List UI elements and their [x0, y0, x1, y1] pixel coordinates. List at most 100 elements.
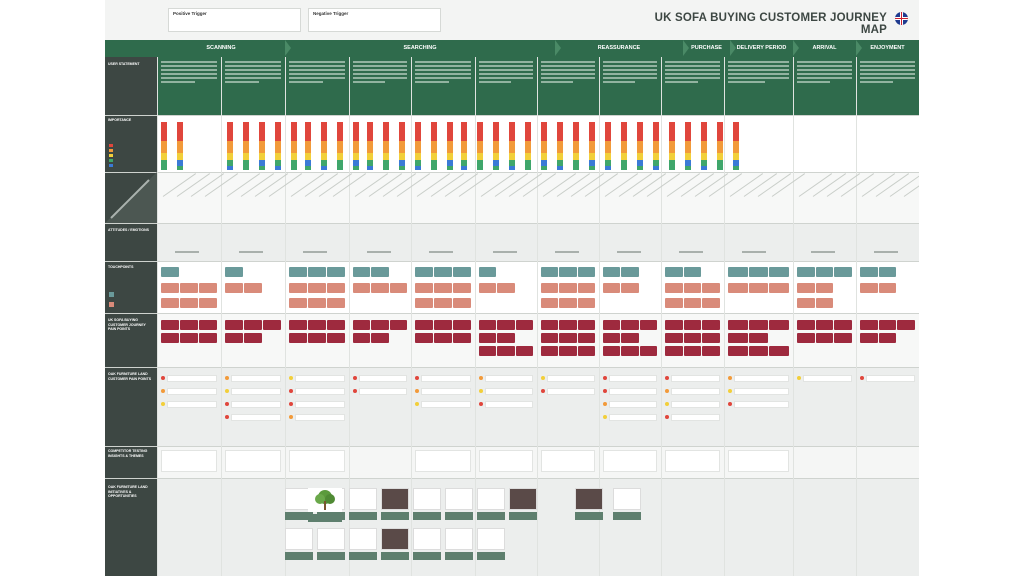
statement-text-line — [415, 69, 471, 71]
pain-point-tag — [263, 320, 281, 330]
importance-segment — [259, 141, 265, 153]
statement-text-line — [797, 81, 830, 83]
importance-segment — [541, 166, 547, 170]
touchpoint-tag — [453, 283, 471, 293]
pain-point-tag — [559, 320, 577, 330]
statement-text-line — [161, 61, 217, 63]
importance-bar — [477, 122, 483, 170]
column-divider — [475, 57, 476, 576]
emotion-label-line — [493, 251, 517, 253]
column-divider — [157, 57, 158, 576]
initiative-caption — [575, 512, 603, 520]
initiative-caption — [445, 512, 473, 520]
importance-bar — [415, 122, 421, 170]
oak-pain-point-note — [167, 388, 217, 395]
oak-pain-point-note — [485, 401, 533, 408]
importance-segment — [621, 166, 627, 170]
severity-dot-icon — [415, 376, 419, 380]
row-divider — [105, 313, 919, 314]
importance-segment — [653, 160, 659, 166]
pain-point-tag — [665, 320, 683, 330]
row-label-pain-points: UK SOFA BUYING CUSTOMER JOURNEY PAIN POI… — [108, 318, 146, 331]
touchpoint-tag — [353, 283, 371, 293]
importance-bar — [605, 122, 611, 170]
initiative-screenshot — [413, 488, 441, 510]
initiative-screenshot — [317, 528, 345, 550]
oak-pain-point-note — [231, 414, 281, 421]
touchpoint-tag — [797, 267, 815, 277]
importance-segment — [415, 141, 421, 153]
statement-text-line — [665, 73, 720, 75]
competitor-insight-card — [479, 450, 533, 472]
importance-segment — [685, 122, 691, 141]
importance-segment — [573, 166, 579, 170]
importance-segment — [477, 153, 483, 160]
touchpoint-tag — [434, 283, 452, 293]
importance-segment — [589, 153, 595, 160]
importance-segment — [525, 122, 531, 141]
importance-segment — [605, 166, 611, 170]
pain-point-tag — [702, 346, 720, 356]
importance-bar — [653, 122, 659, 170]
pain-point-tag — [453, 320, 471, 330]
importance-segment — [685, 160, 691, 166]
importance-segment — [653, 122, 659, 141]
pain-point-tag — [161, 320, 179, 330]
pain-point-tag — [497, 333, 515, 343]
statement-text-line — [161, 77, 217, 79]
touchpoint-tag — [308, 283, 326, 293]
importance-segment — [367, 122, 373, 141]
oak-pain-point-note — [167, 401, 217, 408]
pain-point-tag — [389, 320, 407, 330]
importance-segment — [733, 122, 739, 141]
importance-bar — [733, 122, 739, 170]
pain-point-tag — [353, 333, 371, 343]
oak-pain-point-note — [734, 401, 789, 408]
touchpoint-tag — [434, 267, 452, 277]
user-statement-band — [157, 57, 919, 115]
competitor-insight-card — [541, 450, 595, 472]
importance-bar — [557, 122, 563, 170]
oak-pain-point-note — [547, 388, 595, 395]
pain-point-tag — [815, 320, 834, 330]
statement-text-line — [225, 61, 281, 63]
statement-text-line — [415, 61, 471, 63]
pain-point-tag — [371, 320, 389, 330]
competitor-insight-card — [665, 450, 720, 472]
severity-dot-icon — [728, 402, 732, 406]
statement-text-line — [860, 77, 915, 79]
severity-dot-icon — [665, 376, 669, 380]
importance-segment — [717, 141, 723, 153]
importance-bar — [227, 122, 233, 170]
stage-purchase: PURCHASE — [691, 45, 722, 51]
severity-dot-icon — [541, 389, 545, 393]
statement-text-line — [860, 73, 915, 75]
touchpoint-tag — [748, 267, 769, 277]
column-divider — [793, 57, 794, 576]
importance-segment — [621, 141, 627, 153]
initiative-screenshot — [381, 488, 409, 510]
statement-text-line — [665, 65, 720, 67]
pain-point-tag — [683, 320, 702, 330]
emotion-label-line — [239, 251, 263, 253]
oak-pain-point-note — [295, 388, 345, 395]
statement-text-line — [603, 81, 636, 83]
importance-segment — [337, 141, 343, 153]
touchpoint-tag — [834, 267, 852, 277]
importance-segment — [461, 153, 467, 160]
initiative-screenshot — [349, 528, 377, 550]
pain-point-tag — [225, 320, 243, 330]
importance-segment — [461, 141, 467, 153]
initiative-caption — [413, 552, 441, 560]
touchpoint-tag — [541, 298, 559, 308]
touchpoint-tag — [180, 283, 198, 293]
touchpoint-tag — [479, 283, 497, 293]
statement-text-line — [415, 81, 449, 83]
oak-pain-point-note — [671, 401, 720, 408]
importance-segment — [367, 141, 373, 153]
column-divider — [856, 57, 857, 576]
row-label-user-statement: USER STATEMENT — [108, 62, 140, 66]
importance-bar — [541, 122, 547, 170]
importance-bar — [367, 122, 373, 170]
importance-segment — [589, 141, 595, 153]
